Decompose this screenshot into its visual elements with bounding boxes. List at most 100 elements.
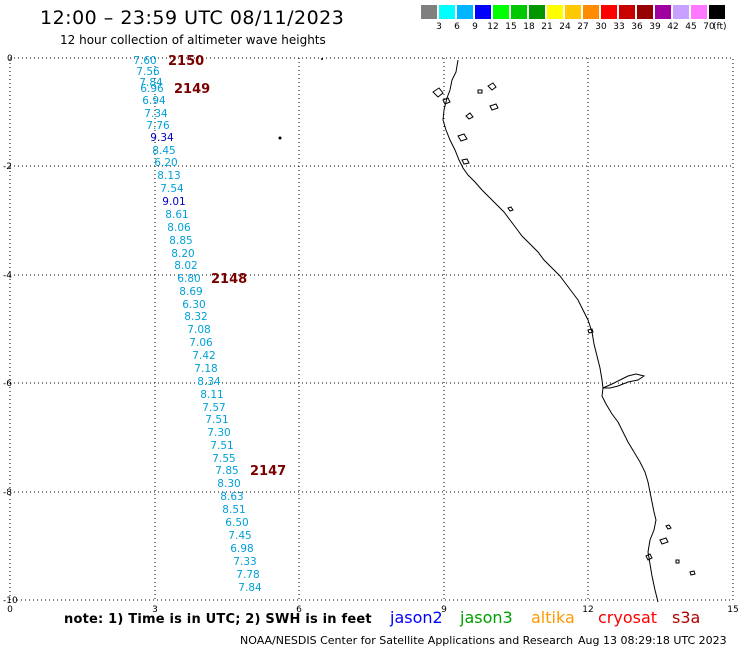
wave-height-label: 8.63 — [220, 491, 243, 503]
island-dot — [321, 58, 323, 60]
map-title: 12:00 – 23:59 UTC 08/11/2023 — [40, 7, 345, 29]
axis-ticks: 0 3 6 9 12 15 0 -2 -4 -6 -8 -10 — [3, 54, 739, 615]
legend-swatch — [475, 5, 491, 19]
legend-swatch — [511, 5, 527, 19]
satellite-label-cryosat: cryosat — [598, 608, 658, 627]
y-tick-label: 0 — [7, 54, 13, 64]
wave-height-label: 8.06 — [167, 222, 191, 234]
y-tick-label: -4 — [3, 271, 12, 281]
wave-height-label: 9.01 — [162, 196, 185, 208]
x-tick-label: 12 — [582, 605, 593, 615]
legend-swatch — [439, 5, 455, 19]
wave-height-label: 7.76 — [146, 120, 170, 132]
wave-height-label: 7.33 — [233, 556, 256, 568]
legend-tick-label: 3 — [436, 22, 442, 32]
x-tick-label: 15 — [727, 605, 738, 615]
legend-swatch — [601, 5, 617, 19]
wave-height-label: 7.51 — [210, 440, 233, 452]
legend-tick-label: 21 — [541, 22, 553, 32]
legend-swatch — [565, 5, 581, 19]
x-tick-label: 6 — [296, 605, 302, 615]
wave-height-label: 9.34 — [150, 132, 174, 144]
wave-height-label: 7.18 — [194, 363, 217, 375]
y-tick-label: -6 — [3, 379, 12, 389]
legend-swatch — [421, 5, 437, 19]
legend-tick-label: 15 — [505, 22, 517, 32]
satellite-label-altika: altika — [531, 608, 575, 627]
coastline — [442, 59, 659, 603]
wave-height-label: 8.20 — [171, 248, 194, 260]
wave-height-label: 7.34 — [144, 108, 168, 120]
legend-swatch — [529, 5, 545, 19]
wave-height-label: 7.85 — [215, 465, 238, 477]
wave-height-label: 8.61 — [165, 209, 188, 221]
legend-tick-label: 24 — [559, 22, 571, 32]
legend-swatch — [655, 5, 671, 19]
legend-tick-label: 33 — [613, 22, 625, 32]
wave-height-label: 6.80 — [177, 273, 200, 285]
y-tick-label: -10 — [3, 596, 18, 606]
wave-height-label: 6.96 — [140, 83, 164, 95]
legend-swatch — [547, 5, 563, 19]
wave-height-label: 7.60 — [133, 55, 156, 67]
wave-height-label: 7.45 — [228, 530, 251, 542]
wave-height-label: 7.06 — [189, 337, 213, 349]
wave-height-label: 8.51 — [222, 504, 245, 516]
legend-swatch — [619, 5, 635, 19]
x-tick-label: 3 — [152, 605, 158, 615]
wave-height-label: 7.51 — [205, 414, 228, 426]
x-tick-label: 9 — [441, 605, 447, 615]
legend-tick-label: 9 — [472, 22, 478, 32]
pass-number-label: 2149 — [174, 82, 210, 97]
wave-height-label: 8.85 — [169, 235, 192, 247]
wave-height-label: 8.45 — [152, 145, 175, 157]
map-frame — [9, 57, 734, 601]
note-text: note: 1) Time is in UTC; 2) SWH is in fe… — [64, 612, 372, 627]
legend-tick-label: 45 — [685, 22, 697, 32]
wave-height-label: 8.13 — [157, 170, 180, 182]
wave-height-label: 7.54 — [160, 183, 184, 195]
footer-credit: NOAA/NESDIS Center for Satellite Applica… — [240, 634, 574, 647]
wave-height-label: 6.50 — [225, 517, 248, 529]
wave-height-label: 7.56 — [136, 66, 160, 78]
legend-swatch — [583, 5, 599, 19]
satellite-label-jason3: jason3 — [460, 608, 513, 627]
wave-height-label: 8.02 — [174, 260, 197, 272]
pass-number-label: 2147 — [250, 464, 286, 479]
wave-height-label: 8.30 — [217, 478, 240, 490]
legend-swatch — [673, 5, 689, 19]
wave-height-label: 6.98 — [230, 543, 253, 555]
legend-tick-label: 30 — [595, 22, 607, 32]
wave-height-label: 7.42 — [192, 350, 215, 362]
wave-height-label: 7.84 — [139, 77, 163, 89]
coastline-bay — [602, 373, 646, 389]
legend-tick-label: 39 — [649, 22, 661, 32]
altimeter-track: 7.607.567.846.966.947.347.769.348.456.20… — [133, 54, 286, 594]
x-tick-label: 0 — [7, 605, 13, 615]
legend-tick-label: 27 — [577, 22, 589, 32]
satellite-label-jason2: jason2 — [390, 608, 443, 627]
grid-lines — [9, 57, 734, 601]
wave-height-label: 6.30 — [182, 299, 205, 311]
legend-tick-label: 18 — [523, 22, 535, 32]
y-tick-label: -8 — [3, 488, 12, 498]
wave-height-label: 7.55 — [212, 453, 235, 465]
wave-height-label: 7.08 — [187, 324, 210, 336]
wave-height-label: 7.84 — [238, 582, 262, 594]
wave-height-label: 6.94 — [142, 95, 166, 107]
pass-number-label: 2150 — [168, 54, 204, 69]
legend-unit: (ft) — [713, 22, 727, 32]
map-subtitle: 12 hour collection of altimeter wave hei… — [60, 33, 326, 47]
legend-swatch — [457, 5, 473, 19]
legend-tick-label: 6 — [454, 22, 460, 32]
legend-tick-label: 36 — [631, 22, 643, 32]
wave-height-label: 6.20 — [154, 157, 177, 169]
legend-swatch — [709, 5, 725, 19]
islands — [432, 82, 696, 576]
wave-height-label: 8.69 — [179, 286, 202, 298]
satellite-label-s3a: s3a — [672, 608, 701, 627]
legend-swatch — [493, 5, 509, 19]
wave-height-label: 7.78 — [236, 569, 259, 581]
wave-height-label: 7.30 — [207, 427, 230, 439]
